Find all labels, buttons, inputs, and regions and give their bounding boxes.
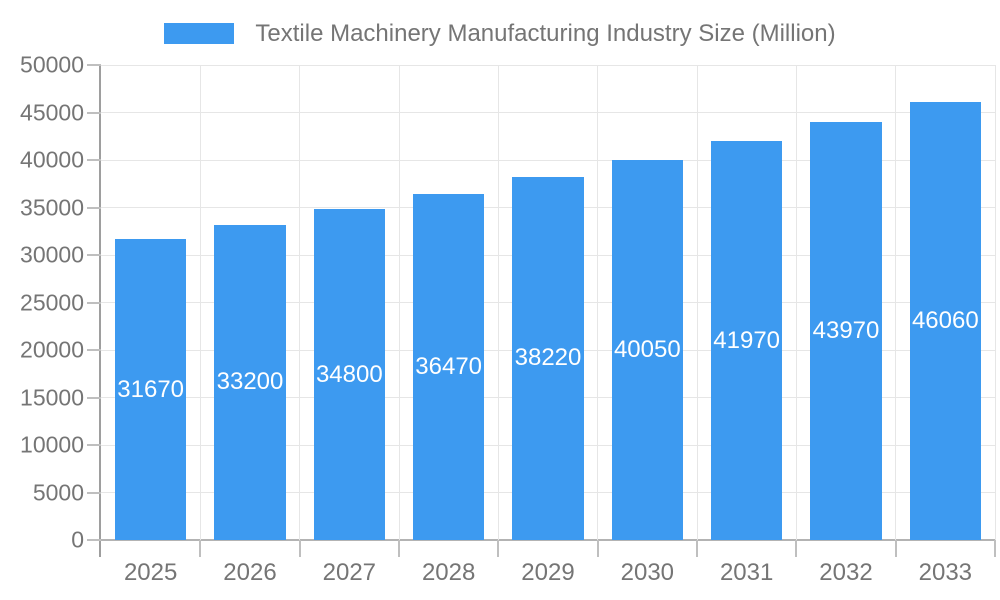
x-tick-label: 2031 (719, 559, 774, 586)
x-tick (199, 540, 202, 557)
bar[interactable] (810, 122, 882, 540)
x-tick-label: 2032 (819, 559, 873, 586)
bar-value-label: 41970 (713, 326, 781, 354)
plot-area: 31670 33200 34800 36470 38220 40050 41970 43970… (101, 64, 996, 540)
y-tick-label: 5000 (32, 479, 84, 505)
v-gridline (597, 65, 599, 540)
x-tick (894, 540, 897, 557)
legend[interactable]: Textile Machinery Manufacturing Industry… (0, 20, 1000, 47)
y-tick-label: 25000 (20, 289, 84, 315)
bar-value-label: 38220 (514, 344, 582, 372)
y-tick-label: 35000 (20, 194, 84, 220)
x-tick-label: 2026 (223, 559, 277, 586)
y-tick-label: 50000 (20, 51, 84, 78)
legend-label: Textile Machinery Manufacturing Industry… (255, 20, 836, 47)
x-tick-label: 2030 (620, 559, 675, 586)
bar-value-label: 31670 (117, 375, 185, 403)
y-tick-label: 0 (71, 526, 84, 553)
y-tick (87, 159, 101, 161)
bar-value-label: 36470 (415, 352, 483, 380)
v-gridline (497, 65, 499, 540)
v-gridline (199, 65, 201, 540)
bar[interactable] (313, 209, 385, 540)
y-tick-label: 40000 (20, 146, 84, 173)
y-tick (87, 206, 101, 209)
x-tick-label: 2029 (521, 559, 575, 586)
x-tick-label: 2028 (421, 559, 476, 586)
y-tick (87, 396, 101, 399)
y-tick-label: 10000 (20, 431, 84, 458)
y-tick-label: 45000 (20, 99, 84, 125)
h-gridline (101, 159, 995, 161)
y-tick-label: 20000 (20, 336, 84, 363)
x-tick (994, 540, 996, 557)
v-gridline (696, 65, 698, 540)
legend-swatch (164, 23, 235, 44)
v-gridline (895, 65, 897, 540)
x-axis-line (101, 539, 995, 541)
v-gridline (299, 65, 301, 540)
y-tick (87, 254, 101, 256)
x-tick (497, 540, 500, 557)
bar[interactable] (512, 176, 584, 540)
y-tick (87, 491, 101, 494)
x-tick (398, 540, 400, 557)
bar-value-label: 46060 (911, 307, 979, 335)
bar[interactable] (711, 141, 783, 540)
v-gridline (398, 65, 400, 540)
bar-value-label: 34800 (315, 360, 383, 388)
v-gridline (795, 65, 797, 540)
bar[interactable] (413, 193, 485, 540)
bar[interactable] (909, 102, 981, 540)
bar-value-label: 40050 (613, 335, 681, 363)
v-gridline (994, 65, 996, 540)
h-gridline (101, 112, 995, 113)
x-tick (795, 540, 798, 557)
y-axis-line (99, 65, 101, 557)
bar-value-label: 33200 (216, 368, 284, 396)
x-tick (298, 540, 301, 557)
x-tick (596, 540, 599, 557)
y-tick (87, 64, 101, 66)
x-tick-label: 2033 (918, 559, 973, 586)
bar[interactable] (611, 159, 683, 540)
x-tick-label: 2027 (322, 559, 377, 586)
bar[interactable] (214, 224, 286, 540)
y-tick (87, 111, 101, 114)
h-gridline (101, 64, 995, 66)
x-tick-label: 2025 (123, 559, 178, 586)
y-tick-label: 15000 (20, 384, 84, 410)
bar-value-label: 43970 (812, 317, 880, 345)
y-tick (87, 539, 101, 541)
bar[interactable] (115, 239, 187, 540)
y-tick-label: 30000 (20, 241, 84, 268)
x-tick (696, 540, 698, 557)
y-tick (87, 301, 101, 304)
y-tick (87, 349, 101, 351)
y-tick (87, 444, 101, 446)
